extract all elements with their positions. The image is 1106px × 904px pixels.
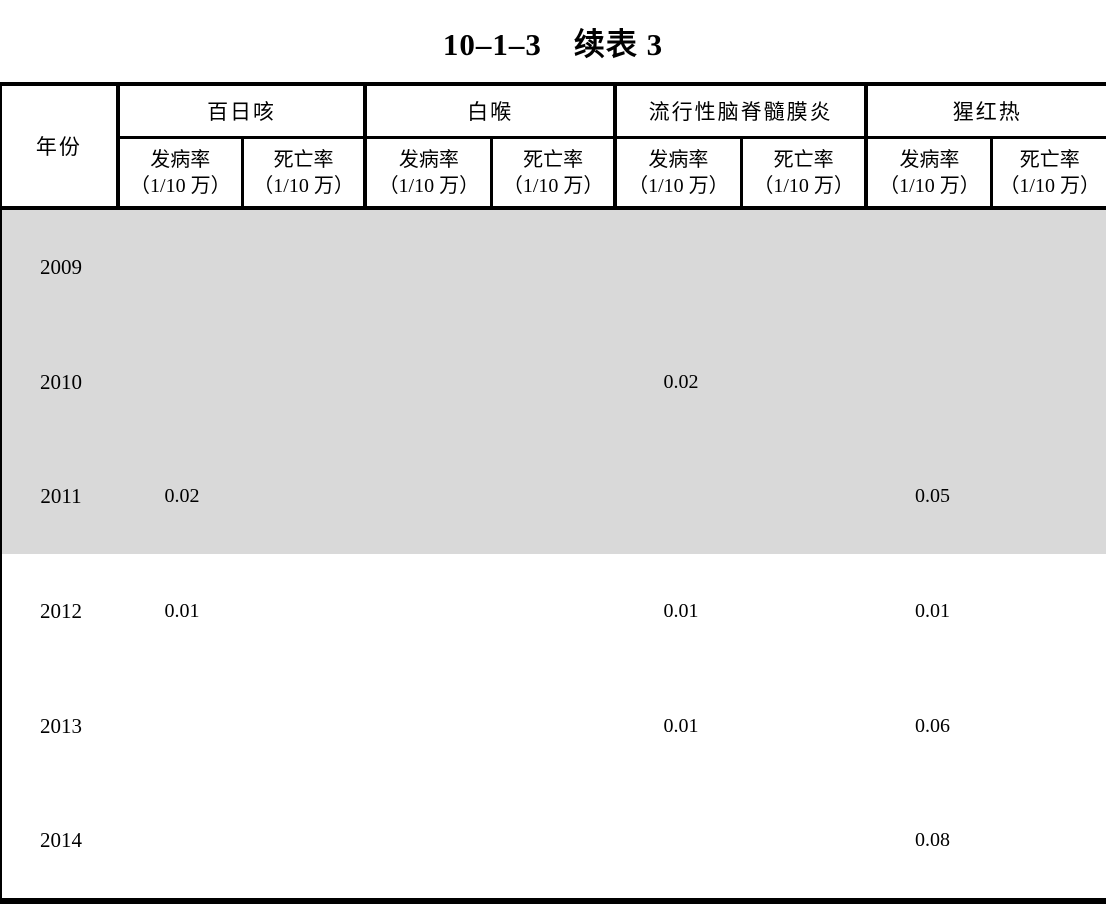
subheader-unit: （1/10 万）: [502, 174, 604, 197]
value-cell: 0.01: [164, 599, 200, 622]
group-header-meningitis: 流行性脑脊髓膜炎 发病率 （1/10 万） 死亡率 （1/10 万）: [616, 86, 869, 206]
table-row-2011: 2011 0.02 0.05: [2, 439, 1106, 555]
subheader-unit: （1/10 万）: [628, 174, 729, 197]
subheader-row: 发病率 （1/10 万） 死亡率 （1/10 万）: [868, 139, 1106, 206]
value-cell: 0.02: [164, 485, 200, 508]
group-label-scarlet-fever: 猩红热: [868, 86, 1106, 139]
table-header: 年份 百日咳 发病率 （1/10 万） 死亡率 （1/10 万） 白喉 发病率 …: [2, 86, 1106, 210]
subheader-meningitis-incidence: 发病率 （1/10 万）: [617, 139, 743, 206]
table-row-2009: 2009: [2, 210, 1106, 325]
subheader-title: 发病率: [398, 148, 459, 171]
subheader-title: 发病率: [150, 148, 211, 171]
subheader-diphtheria-incidence: 发病率 （1/10 万）: [367, 139, 494, 206]
group-header-scarlet-fever: 猩红热 发病率 （1/10 万） 死亡率 （1/10 万）: [868, 86, 1106, 206]
value-cell: 0.02: [663, 370, 699, 393]
value-cell: 0.01: [663, 714, 699, 737]
value-cell: 0.05: [915, 485, 950, 508]
subheader-pertussis-mortality: 死亡率 （1/10 万）: [244, 139, 364, 206]
table-row-2012: 2012 0.01 0.01 0.01: [2, 554, 1106, 669]
table-body: 2009 2010 0.02 2011 0.02: [2, 210, 1106, 898]
year-cell: 2014: [40, 828, 82, 853]
value-cell: 0.01: [663, 599, 699, 622]
subheader-unit: （1/10 万）: [753, 174, 854, 197]
group-label-diphtheria: 白喉: [367, 86, 613, 139]
subheader-title: 死亡率: [523, 148, 584, 171]
subheader-title: 发病率: [899, 148, 960, 171]
year-cell: 2013: [40, 713, 82, 738]
table-row-2014: 2014 0.08: [2, 783, 1106, 898]
year-cell: 2010: [40, 369, 82, 394]
group-label-pertussis: 百日咳: [119, 86, 364, 139]
subheader-row: 发病率 （1/10 万） 死亡率 （1/10 万）: [367, 139, 613, 206]
page-title: 10–1–3 续表 3: [442, 26, 664, 62]
subheader-pertussis-incidence: 发病率 （1/10 万）: [120, 139, 244, 206]
subheader-meningitis-mortality: 死亡率 （1/10 万）: [743, 139, 865, 206]
year-cell: 2009: [40, 254, 82, 279]
subheader-unit: （1/10 万）: [253, 174, 354, 197]
group-header-pertussis: 百日咳 发病率 （1/10 万） 死亡率 （1/10 万）: [119, 86, 368, 206]
subheader-title: 发病率: [648, 148, 709, 171]
value-cell: 0.08: [915, 829, 950, 852]
subheader-title: 死亡率: [273, 148, 334, 171]
subheader-scarlet-fever-incidence: 发病率 （1/10 万）: [868, 139, 994, 206]
group-header-diphtheria: 白喉 发病率 （1/10 万） 死亡率 （1/10 万）: [367, 86, 617, 206]
subheader-row: 发病率 （1/10 万） 死亡率 （1/10 万）: [120, 139, 364, 206]
subheader-title: 死亡率: [1019, 148, 1080, 171]
year-cell: 2012: [40, 598, 82, 623]
subheader-row: 发病率 （1/10 万） 死亡率 （1/10 万）: [617, 139, 865, 206]
subheader-unit: （1/10 万）: [130, 174, 231, 197]
table-row-2010: 2010 0.02: [2, 324, 1106, 440]
header-year: 年份: [2, 86, 120, 206]
statistics-table: 年份 百日咳 发病率 （1/10 万） 死亡率 （1/10 万） 白喉 发病率 …: [0, 82, 1106, 904]
subheader-unit: （1/10 万）: [999, 174, 1100, 197]
subheader-title: 死亡率: [773, 148, 834, 171]
subheader-diphtheria-mortality: 死亡率 （1/10 万）: [493, 139, 613, 206]
subheader-unit: （1/10 万）: [378, 174, 480, 197]
value-cell: 0.01: [915, 599, 950, 622]
year-cell: 2011: [40, 484, 82, 509]
subheader-scarlet-fever-mortality: 死亡率 （1/10 万）: [993, 139, 1106, 206]
value-cell: 0.06: [915, 714, 950, 737]
table-row-2013: 2013 0.01 0.06: [2, 669, 1106, 784]
group-label-meningitis: 流行性脑脊髓膜炎: [616, 86, 865, 139]
subheader-unit: （1/10 万）: [879, 174, 980, 197]
